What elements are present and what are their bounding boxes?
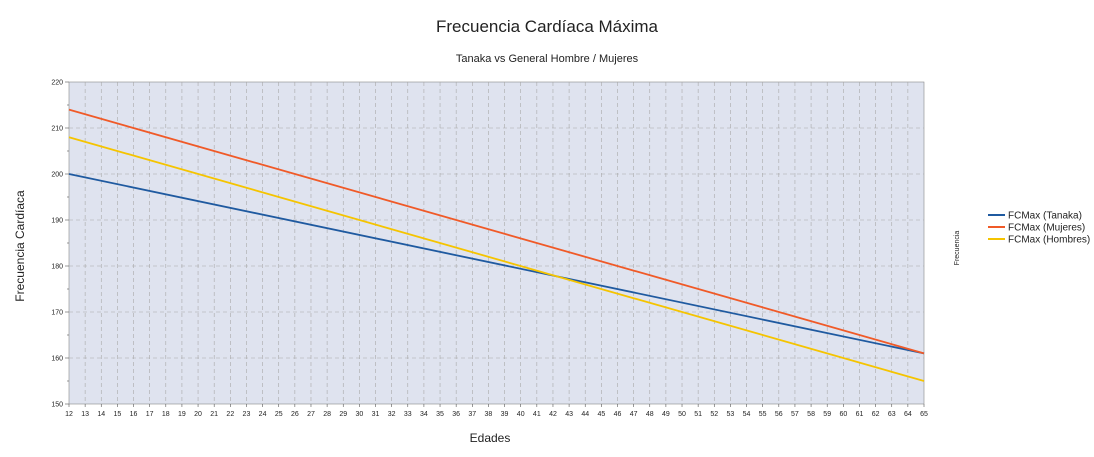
- x-tick-label: 59: [823, 411, 831, 418]
- x-tick-label: 58: [807, 411, 815, 418]
- x-tick-label: 50: [678, 411, 686, 418]
- x-tick-label: 30: [355, 411, 363, 418]
- x-tick-label: 20: [194, 411, 202, 418]
- x-tick-label: 48: [646, 411, 654, 418]
- x-axis-title: Edades: [470, 431, 511, 445]
- x-tick-label: 24: [259, 411, 267, 418]
- x-tick-label: 35: [436, 411, 444, 418]
- axis-layer: 12 13 14 15 16 17 18 19 20 21 22 23 24 25 26 27 28 29 30 31…: [51, 80, 928, 419]
- x-tick-label: 62: [872, 411, 880, 418]
- y-tick-label: 200: [51, 172, 63, 179]
- x-tick-label: 55: [759, 411, 767, 418]
- x-tick-label: 46: [614, 411, 622, 418]
- plot-area: [68, 81, 925, 405]
- x-tick-label: 36: [452, 411, 460, 418]
- x-tick-label: 13: [81, 411, 89, 418]
- series-line-3: [68, 136, 925, 382]
- x-tick-label: 18: [162, 411, 170, 418]
- x-tick-label: 51: [694, 411, 702, 418]
- x-tick-label: 42: [549, 411, 557, 418]
- x-tick-label: 17: [146, 411, 154, 418]
- y-tick-label: 150: [51, 402, 63, 409]
- side-label: Frecuencia: [954, 231, 961, 266]
- series-line-1: [68, 173, 925, 355]
- x-tick-label: 32: [388, 411, 396, 418]
- x-tick-label: 63: [888, 411, 896, 418]
- x-tick-label: 23: [243, 411, 251, 418]
- x-tick-label: 15: [113, 411, 121, 418]
- y-tick-label: 160: [51, 356, 63, 363]
- x-tick-label: 65: [920, 411, 928, 418]
- x-tick-label: 38: [485, 411, 493, 418]
- y-axis-title: Frecuencia Cardíaca: [13, 190, 27, 302]
- x-tick-label: 60: [839, 411, 847, 418]
- x-tick-label: 12: [65, 411, 73, 418]
- x-tick-label: 14: [97, 411, 105, 418]
- chart-title: Frecuencia Cardíaca Máxima: [436, 17, 659, 36]
- chart-subtitle: Tanaka vs General Hombre / Mujeres: [456, 53, 639, 65]
- y-tick-label: 220: [51, 80, 63, 87]
- x-tick-label: 27: [307, 411, 315, 418]
- x-tick-label: 43: [565, 411, 573, 418]
- legend: FCMax (Tanaka)FCMax (Mujeres)FCMax (Homb…: [988, 211, 1090, 246]
- x-tick-label: 39: [501, 411, 509, 418]
- x-tick-label: 21: [210, 411, 218, 418]
- x-tick-label: 19: [178, 411, 186, 418]
- x-tick-label: 33: [404, 411, 412, 418]
- x-tick-label: 61: [856, 411, 864, 418]
- x-tick-label: 56: [775, 411, 783, 418]
- y-tick-label: 170: [51, 310, 63, 317]
- x-tick-label: 52: [710, 411, 718, 418]
- x-tick-label: 53: [727, 411, 735, 418]
- y-tick-label: 210: [51, 126, 63, 133]
- x-tick-label: 57: [791, 411, 799, 418]
- x-tick-label: 49: [662, 411, 670, 418]
- x-tick-label: 41: [533, 411, 541, 418]
- y-tick-label: 190: [51, 218, 63, 225]
- x-tick-label: 44: [581, 411, 589, 418]
- grid-layer: [69, 82, 924, 404]
- legend-label-2: FCMax (Mujeres): [1008, 223, 1085, 234]
- x-tick-label: 31: [372, 411, 380, 418]
- x-tick-label: 37: [468, 411, 476, 418]
- x-tick-label: 25: [275, 411, 283, 418]
- y-tick-label: 180: [51, 264, 63, 271]
- x-tick-label: 16: [130, 411, 138, 418]
- x-tick-label: 26: [291, 411, 299, 418]
- x-tick-label: 34: [420, 411, 428, 418]
- x-tick-label: 28: [323, 411, 331, 418]
- x-tick-label: 54: [743, 411, 751, 418]
- x-tick-label: 45: [597, 411, 605, 418]
- legend-label-1: FCMax (Tanaka): [1008, 211, 1082, 222]
- legend-label-3: FCMax (Hombres): [1008, 235, 1090, 246]
- series-layer: [68, 108, 925, 382]
- x-tick-label: 40: [517, 411, 525, 418]
- x-tick-label: 29: [339, 411, 347, 418]
- x-tick-label: 47: [630, 411, 638, 418]
- x-tick-label: 64: [904, 411, 912, 418]
- series-line-2: [68, 108, 925, 355]
- x-tick-label: 22: [226, 411, 234, 418]
